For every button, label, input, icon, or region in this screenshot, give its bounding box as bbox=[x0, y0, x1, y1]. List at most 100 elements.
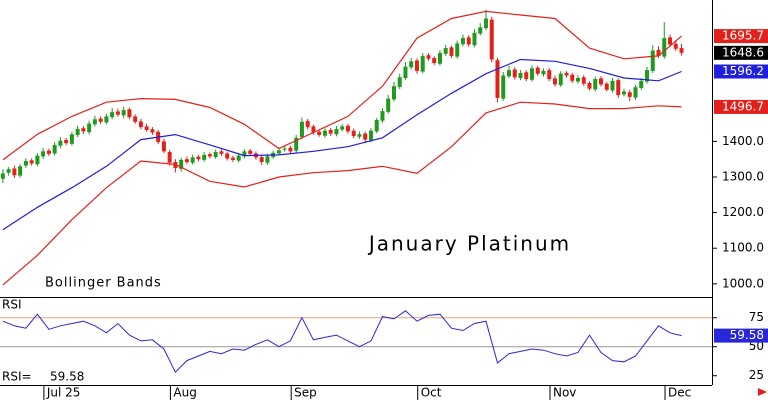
candle-body bbox=[202, 154, 207, 160]
candle-body bbox=[524, 72, 529, 80]
value-label-box bbox=[714, 64, 768, 79]
candle-body bbox=[196, 156, 201, 160]
candle-body bbox=[662, 38, 667, 57]
value-label: 1496.7 bbox=[722, 99, 764, 113]
candle-body bbox=[426, 55, 431, 59]
band-line bbox=[2, 58, 682, 231]
candle-body bbox=[259, 157, 264, 163]
candle-body bbox=[512, 69, 517, 78]
candle-body bbox=[92, 119, 97, 125]
candle-body bbox=[345, 125, 350, 132]
candle-body bbox=[230, 157, 235, 160]
candle-body bbox=[184, 159, 189, 163]
candle-body bbox=[478, 27, 483, 34]
candle-body bbox=[87, 123, 92, 133]
candle-body bbox=[432, 58, 437, 64]
y-tick-label: 50 bbox=[749, 339, 764, 353]
candle-body bbox=[288, 147, 293, 152]
candle-body bbox=[449, 47, 454, 56]
candle-body bbox=[391, 86, 396, 100]
candle-body bbox=[35, 155, 40, 165]
candle-body bbox=[673, 43, 678, 49]
value-label: 1695.7 bbox=[722, 29, 764, 43]
scroll-arrow[interactable] bbox=[758, 388, 767, 396]
candle-body bbox=[529, 68, 534, 80]
candle-body bbox=[317, 131, 322, 135]
candle-body bbox=[472, 32, 477, 46]
candle-body bbox=[115, 111, 120, 115]
candle-body bbox=[495, 60, 500, 98]
band-line bbox=[2, 101, 682, 286]
candle-body bbox=[386, 98, 391, 112]
candle-body bbox=[110, 112, 115, 118]
legend-value: 59.58 bbox=[50, 370, 84, 384]
x-tick-label: Jul 25 bbox=[46, 386, 81, 400]
candle-body bbox=[46, 150, 51, 154]
candle-body bbox=[6, 169, 11, 173]
candle-body bbox=[570, 74, 575, 81]
candle-body bbox=[299, 121, 304, 138]
candle-body bbox=[52, 144, 57, 154]
candle-body bbox=[305, 121, 310, 128]
candle-body bbox=[656, 49, 661, 56]
value-label-box bbox=[714, 45, 768, 60]
candle-body bbox=[242, 151, 247, 157]
y-tick-label: 75 bbox=[749, 310, 764, 324]
y-tick-label: 1000.0 bbox=[722, 276, 764, 290]
candle-body bbox=[219, 151, 224, 154]
candle-body bbox=[437, 53, 442, 64]
x-tick-label: Sep bbox=[294, 386, 317, 400]
candle-body bbox=[593, 79, 598, 90]
value-label-box bbox=[714, 328, 768, 343]
candle-body bbox=[518, 73, 523, 78]
candle-body bbox=[179, 159, 184, 169]
candle-body bbox=[236, 155, 241, 161]
candle-body bbox=[29, 160, 34, 164]
candle-body bbox=[380, 111, 385, 121]
candle-body bbox=[610, 80, 615, 91]
candle-body bbox=[541, 70, 546, 75]
candle-body bbox=[81, 128, 86, 132]
candle-body bbox=[599, 78, 604, 85]
chart-title: January Platinum bbox=[367, 232, 571, 256]
candle-body bbox=[248, 150, 253, 154]
candle-body bbox=[190, 157, 195, 163]
candle-body bbox=[409, 61, 414, 68]
candle-body bbox=[351, 130, 356, 137]
y-tick-label: 25 bbox=[749, 368, 764, 382]
candle-body bbox=[311, 126, 316, 133]
candle-body bbox=[213, 152, 218, 158]
candle-body bbox=[150, 129, 155, 133]
candle-body bbox=[633, 87, 638, 98]
candle-body bbox=[547, 70, 552, 80]
candle-body bbox=[397, 77, 402, 87]
candle-body bbox=[357, 134, 362, 137]
candle-body bbox=[167, 152, 172, 163]
candle-body bbox=[420, 55, 425, 72]
x-tick-label: Oct bbox=[421, 386, 442, 400]
candle-body bbox=[535, 67, 540, 74]
candle-body bbox=[98, 118, 103, 122]
panel-title: RSI bbox=[2, 298, 22, 312]
candle-body bbox=[460, 38, 465, 45]
candle-body bbox=[18, 166, 23, 176]
candle-body bbox=[265, 156, 270, 163]
candle-body bbox=[225, 153, 230, 159]
candle-body bbox=[133, 116, 138, 122]
candle-body bbox=[363, 133, 368, 140]
candle-body bbox=[679, 48, 684, 53]
candle-body bbox=[144, 126, 149, 130]
band-line bbox=[2, 10, 682, 161]
candle-body bbox=[41, 151, 46, 157]
candle-body bbox=[75, 128, 80, 135]
candle-body bbox=[558, 73, 563, 86]
x-tick-label: Nov bbox=[553, 386, 576, 400]
value-label: 1596.2 bbox=[722, 64, 764, 78]
x-tick-label: Dec bbox=[668, 386, 691, 400]
candle-body bbox=[587, 82, 592, 89]
y-tick-label: 1400.0 bbox=[722, 134, 764, 148]
candle-body bbox=[340, 126, 345, 130]
candle-body bbox=[104, 116, 109, 123]
